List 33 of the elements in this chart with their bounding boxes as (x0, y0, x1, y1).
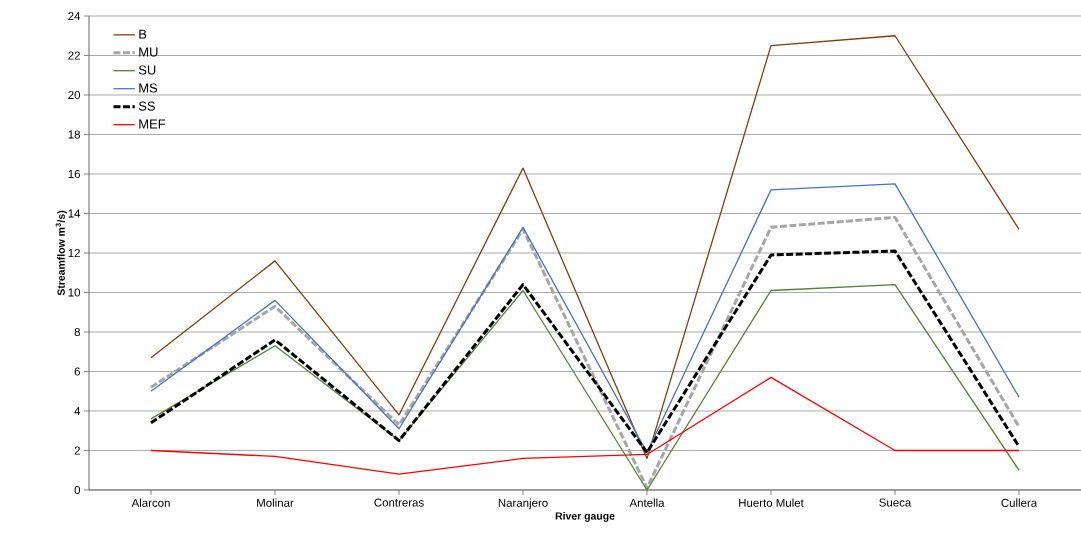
x-tick-label: Alarcon (131, 498, 170, 507)
legend-label: SS (138, 101, 155, 111)
y-tick-label: 18 (68, 130, 80, 139)
y-tick-label: 14 (68, 209, 81, 218)
line-series (150, 283, 1020, 491)
x-tick-label: Cullera (1001, 498, 1038, 507)
x-tick-label: Huerto Mulet (739, 498, 804, 507)
y-tick-label: 12 (68, 248, 80, 257)
x-axis-title: River gauge (555, 512, 615, 522)
legend-label: MEF (139, 119, 166, 129)
y-tick-label: 20 (68, 90, 81, 100)
legend-label: SU (138, 65, 156, 75)
y-tick-label: 24 (68, 11, 81, 20)
y-tick-label: 0 (74, 485, 81, 495)
line-series (150, 183, 1020, 454)
y-tick-label: 4 (74, 407, 81, 415)
x-tick-label: Antella (629, 498, 665, 507)
legend-label: MS (139, 83, 158, 93)
y-tick-label: 2 (74, 446, 80, 455)
y-tick-label: 16 (68, 169, 80, 179)
x-tick-label: Contreras (374, 498, 424, 507)
line-series (149, 249, 1021, 454)
y-tick-label: 10 (68, 288, 81, 297)
legend-label: MU (139, 47, 158, 57)
line-series (150, 376, 1020, 475)
y-tick-label: 22 (68, 51, 80, 60)
y-tick-label: 8 (74, 327, 80, 337)
x-tick-label: Molinar (257, 498, 294, 507)
y-tick-label: 6 (74, 367, 80, 376)
x-tick-label: Sueca (879, 498, 912, 507)
x-tick-label: Naranjero (498, 498, 548, 510)
y-axis-title: Streamflow m$^{3}$/s) (55, 210, 67, 296)
legend-label: B (139, 29, 147, 39)
